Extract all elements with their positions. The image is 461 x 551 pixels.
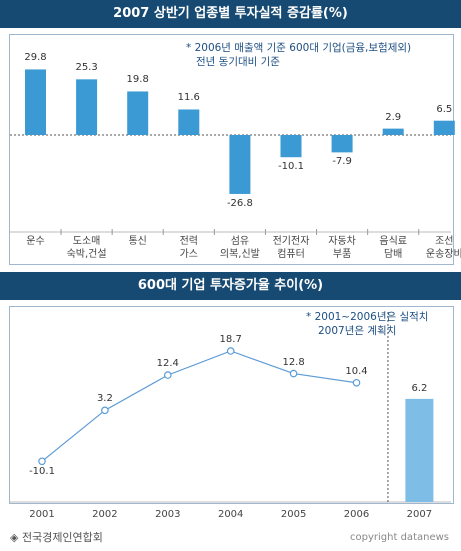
category-label-1-line2: 숙박,건설 [66, 249, 107, 260]
category-label-5-line2: 컴퓨터 [277, 249, 305, 260]
bar-0 [25, 69, 46, 135]
bar-value-label-2: 19.8 [126, 74, 149, 86]
chart2-note-line2: 2007년은 계획치 [318, 325, 397, 337]
bar-3 [178, 109, 200, 135]
chart2-note-line1: * 2001~2006년은 실적치 [306, 311, 429, 323]
bar-2 [127, 91, 149, 135]
category-label-4-line1: 섬유 [230, 236, 250, 247]
x-tick-label-4: 2005 [280, 509, 307, 520]
bar-value-label-8: 6.5 [436, 103, 453, 115]
point-value-label-3: 18.7 [219, 333, 242, 345]
bar-1 [76, 79, 98, 135]
bar-value-label-1: 25.3 [75, 62, 98, 74]
plan-value-label-6: 6.2 [411, 382, 428, 394]
category-label-7-line1: 음식료 [379, 236, 407, 247]
x-tick-label-1: 2002 [92, 509, 118, 520]
x-tick-label-5: 2006 [343, 509, 370, 520]
chart1-svg [10, 69, 455, 235]
bar-6 [331, 135, 353, 153]
category-label-8-line1: 조선 [435, 236, 454, 247]
category-label-6-line1: 자동차 [328, 236, 356, 247]
category-label-8-line2: 운송장비 [425, 249, 461, 260]
bar-7 [382, 128, 404, 135]
bar-value-label-0: 29.8 [24, 52, 47, 64]
point-value-label-0: -10.1 [29, 466, 55, 478]
category-label-0-line1: 운수 [26, 236, 45, 247]
bar-value-label-7: 2.9 [385, 111, 402, 123]
x-tick-label-2: 2003 [155, 509, 181, 520]
point-value-label-2: 12.4 [156, 358, 179, 370]
category-label-3-line2: 가스 [179, 249, 198, 260]
series-line-actual [41, 350, 357, 462]
point-4 [289, 369, 298, 378]
bar-value-label-3: 11.6 [177, 92, 200, 104]
category-label-7-line2: 담배 [383, 249, 403, 260]
chart1-title: 2007 상반기 업종별 투자실적 증감률(%) [0, 0, 461, 28]
x-tick-label-6: 2007 [406, 509, 433, 520]
point-2 [164, 371, 172, 379]
x-tick-label-3: 2004 [217, 509, 244, 520]
bar-value-label-4: -26.8 [226, 197, 253, 209]
bar-value-label-6: -7.9 [332, 156, 352, 168]
x-tick-label-0: 2001 [29, 509, 55, 520]
category-label-5-line1: 전기전자 [272, 236, 310, 247]
chart2-title: 600대 기업 투자증가율 추이(%) [0, 272, 461, 300]
plan-bar-6 [405, 398, 434, 502]
point-0 [38, 457, 46, 466]
category-label-2-line1: 통신 [128, 236, 147, 247]
copyright-label: copyright datanews [350, 532, 449, 543]
category-label-1-line1: 도소매 [72, 236, 101, 247]
category-label-4-line2: 의복,신발 [219, 249, 260, 260]
point-value-label-1: 3.2 [96, 393, 113, 405]
category-label-6-line2: 부품 [332, 249, 352, 260]
source-label: ◈ 전국경제인연합회 [10, 531, 103, 544]
chart1-note-line1: * 2006년 매출액 기준 600대 기업(금융,보험제외) [186, 42, 412, 54]
bar-8 [433, 120, 455, 135]
chart1-note-line2: 전년 동기대비 기준 [196, 56, 280, 68]
chart2-panel [9, 306, 454, 504]
bar-5 [280, 135, 302, 158]
point-5 [352, 378, 361, 387]
point-value-label-5: 10.4 [345, 365, 368, 377]
point-1 [101, 406, 109, 415]
bar-4 [229, 135, 251, 194]
bar-value-label-5: -10.1 [278, 161, 304, 173]
point-value-label-4: 12.8 [282, 356, 305, 368]
category-label-3-line1: 전력 [179, 236, 198, 247]
point-3 [226, 347, 235, 355]
